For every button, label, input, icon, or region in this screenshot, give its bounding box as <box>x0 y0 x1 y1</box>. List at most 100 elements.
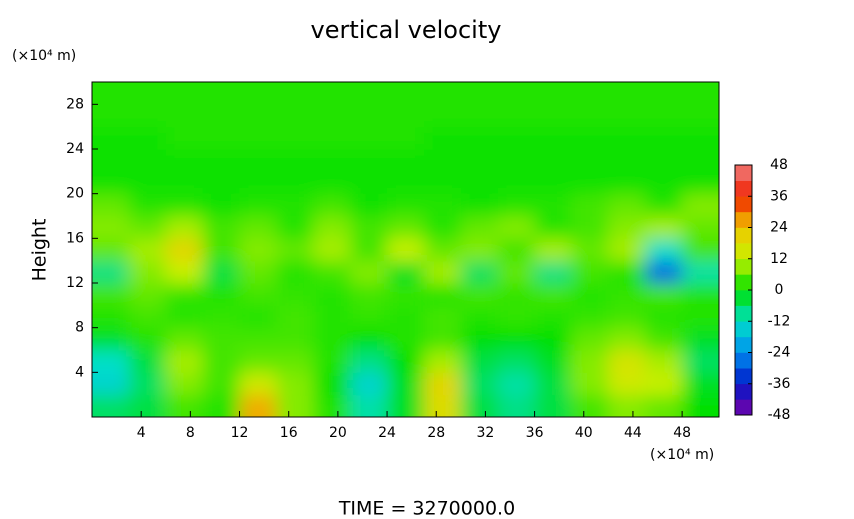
field-cell <box>202 149 241 172</box>
field-cell <box>276 305 314 329</box>
field-cell <box>387 126 425 150</box>
field-cell <box>571 260 609 284</box>
colorbar-bin <box>735 243 752 260</box>
field-cell <box>276 171 314 195</box>
field-cell <box>165 283 204 306</box>
field-cell <box>534 216 572 239</box>
field-cell <box>571 327 609 351</box>
chart-title: vertical velocity <box>311 16 502 44</box>
x-tick-label: 12 <box>231 425 249 441</box>
field-cell <box>645 216 683 239</box>
footer: TIME = 3270000.0 <box>338 498 515 519</box>
field-cell <box>497 238 536 262</box>
field-cell <box>645 283 683 306</box>
field-cell <box>682 305 719 329</box>
field-cell <box>571 82 609 105</box>
field-cell <box>645 327 683 351</box>
field-cell <box>460 149 499 172</box>
field-cell <box>608 82 646 105</box>
field-cell <box>313 171 351 195</box>
field-cell <box>571 171 609 195</box>
field-cell <box>645 260 683 284</box>
field-cell <box>571 372 609 396</box>
colorbar-bin <box>735 165 752 181</box>
field-cell <box>350 126 388 150</box>
field-cell <box>202 171 241 195</box>
field-cell <box>165 305 204 329</box>
x-tick-label: 36 <box>526 425 544 441</box>
field-cell <box>460 372 499 396</box>
field-cell <box>460 104 499 128</box>
field-cell <box>202 104 241 128</box>
y-tick-label: 4 <box>75 364 84 380</box>
field-cell <box>571 283 609 306</box>
field-cell <box>92 149 130 172</box>
field-cell <box>423 149 462 172</box>
field-cell <box>128 372 167 396</box>
field-cell <box>202 193 241 217</box>
field-cell <box>92 394 130 417</box>
field-cell <box>645 238 683 262</box>
field-cell <box>202 82 241 105</box>
field-cell <box>165 82 204 105</box>
field-cell <box>92 82 130 105</box>
field-cell <box>608 350 646 373</box>
field-cell <box>682 394 719 417</box>
field-cell <box>92 372 130 396</box>
field-cell <box>682 216 719 239</box>
field-cell <box>128 305 167 329</box>
field-cell <box>387 238 425 262</box>
field-cell <box>645 171 683 195</box>
field-cell <box>165 216 204 239</box>
field-cell <box>645 372 683 396</box>
field-cell <box>460 327 499 351</box>
field-cell <box>423 305 462 329</box>
field-cell <box>92 104 130 128</box>
field-cell <box>497 260 536 284</box>
field-cell <box>92 283 130 306</box>
field-cell <box>128 171 167 195</box>
field-cell <box>92 260 130 284</box>
field-cell <box>534 305 572 329</box>
field-cell <box>202 260 241 284</box>
field-cell <box>534 171 572 195</box>
field-cell <box>128 104 167 128</box>
field-cell <box>497 82 536 105</box>
field-cell <box>682 193 719 217</box>
field-cell <box>202 372 241 396</box>
field-cell <box>165 193 204 217</box>
field-cell <box>239 283 277 306</box>
field-cell <box>276 260 314 284</box>
y-unit: (×10⁴ m) <box>12 48 76 64</box>
y-axis-label: Height <box>29 219 51 282</box>
field-cell <box>202 327 241 351</box>
x-tick-label: 8 <box>186 425 195 441</box>
colorbar-bin <box>735 321 752 338</box>
field-cell <box>165 149 204 172</box>
colorbar-bin <box>735 336 752 353</box>
field-cell <box>534 327 572 351</box>
field-cell <box>608 305 646 329</box>
colorbar-tick-label: -12 <box>768 313 791 329</box>
field-cell <box>313 372 351 396</box>
field-cell <box>460 82 499 105</box>
y-tick-label: 28 <box>66 96 84 112</box>
field-cell <box>202 350 241 373</box>
field-cell <box>682 126 719 150</box>
field-cell <box>645 193 683 217</box>
y-tick-label: 24 <box>66 141 84 157</box>
field-cell <box>239 82 277 105</box>
field-cell <box>128 193 167 217</box>
field-cell <box>423 394 462 417</box>
colorbar-tick-label: 48 <box>770 157 788 173</box>
field-cell <box>460 126 499 150</box>
field-cell <box>239 104 277 128</box>
field-cell <box>534 260 572 284</box>
field-cell <box>387 305 425 329</box>
field-cell <box>92 305 130 329</box>
field-cell <box>534 126 572 150</box>
field-cell <box>276 149 314 172</box>
colorbar-tick-label: -36 <box>768 376 791 392</box>
field-cell <box>350 260 388 284</box>
field-cell <box>128 394 167 417</box>
